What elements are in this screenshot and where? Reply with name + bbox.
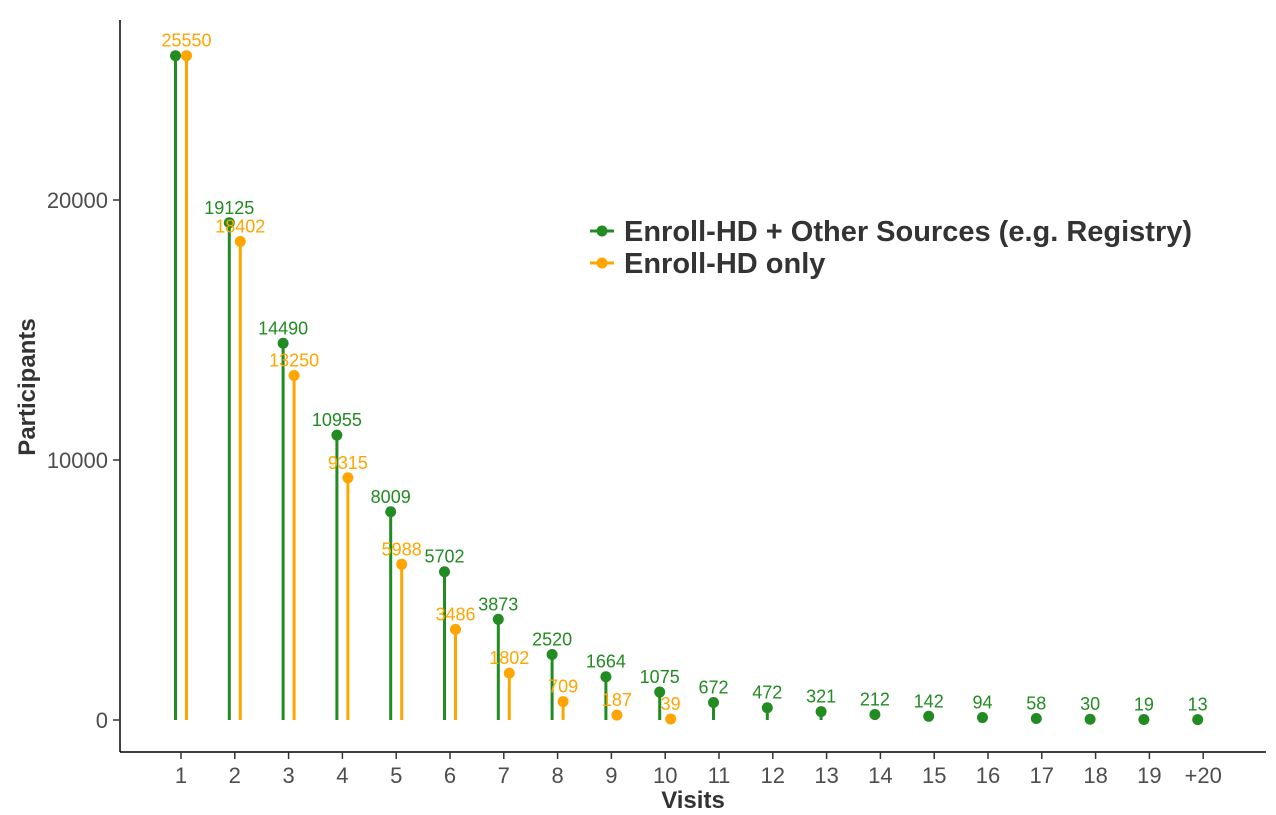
x-tick-label: 16	[976, 763, 1000, 788]
data-label: 5702	[424, 547, 464, 567]
x-tick-label: 19	[1137, 763, 1161, 788]
data-label: 8009	[371, 487, 411, 507]
data-label: 1075	[640, 667, 680, 687]
lollipop-point	[1084, 713, 1096, 725]
lollipop-point	[1030, 712, 1042, 724]
series-1: 19125 14490 10955 8009 5702 3873 2520 1664 1075 6…	[170, 50, 1208, 726]
data-label: 94	[972, 693, 992, 713]
lollipop-point	[654, 686, 666, 698]
data-label: 19	[1134, 695, 1154, 715]
lollipop-point	[869, 708, 881, 720]
x-tick-label: 1	[175, 763, 187, 788]
data-label: 321	[806, 687, 836, 707]
data-label: 212	[860, 689, 890, 709]
y-tick-label: 10000	[47, 448, 108, 473]
x-ticks: 1 2 3 4 5 6 7 8 9 10 11 12 13 14 15 16 17 18 19 +20	[175, 752, 1222, 788]
lollipop-point	[665, 713, 677, 725]
lollipop-point	[557, 696, 569, 708]
data-label: 10955	[312, 410, 362, 430]
lollipop-point	[1192, 714, 1204, 726]
x-tick-label: 10	[653, 763, 677, 788]
x-tick-label: 18	[1083, 763, 1107, 788]
data-label: 25550	[161, 31, 211, 51]
x-tick-label: 17	[1030, 763, 1054, 788]
data-label: 1664	[586, 652, 626, 672]
x-tick-label: +20	[1185, 763, 1222, 788]
lollipop-point	[503, 667, 515, 679]
lollipop-point	[492, 613, 504, 625]
data-label: 672	[698, 678, 728, 698]
y-axis-title: Participants	[14, 318, 41, 455]
lollipop-point	[923, 710, 935, 722]
lollipop-point	[611, 709, 623, 721]
y-ticks: 0 10000 20000	[47, 188, 120, 733]
legend-key-point	[596, 257, 608, 269]
x-tick-label: 7	[498, 763, 510, 788]
plot-marks: 19125 14490 10955 8009 5702 3873 2520 1664 1075 6…	[161, 31, 1208, 726]
data-label: 13	[1188, 695, 1208, 715]
data-label: 30	[1080, 694, 1100, 714]
lollipop-point	[761, 702, 773, 714]
data-label: 3486	[435, 604, 475, 624]
data-label: 1802	[489, 648, 529, 668]
lollipop-point	[546, 648, 558, 660]
x-tick-label: 12	[761, 763, 785, 788]
x-tick-label: 9	[605, 763, 617, 788]
lollipop-point	[708, 697, 719, 709]
x-tick-label: 2	[229, 763, 241, 788]
data-label: 472	[752, 683, 782, 703]
x-tick-label: 4	[336, 763, 348, 788]
data-label: 58	[1026, 693, 1046, 713]
data-label: 5988	[382, 539, 422, 559]
lollipop-point	[396, 558, 408, 570]
data-label: 13250	[269, 351, 319, 371]
series-2: 25550 18402 13250 9315 5988 3486 1802 709 187 39	[161, 31, 681, 725]
x-tick-label: 6	[444, 763, 456, 788]
lollipop-point	[170, 50, 181, 62]
legend-key-point	[596, 225, 608, 237]
y-tick-label: 0	[96, 708, 108, 733]
lollipop-point	[234, 236, 246, 248]
data-label: 142	[914, 691, 944, 711]
data-label: 2520	[532, 629, 572, 649]
legend-label: Enroll-HD only	[624, 248, 825, 280]
data-label: 3873	[478, 594, 518, 614]
x-tick-label: 8	[551, 763, 563, 788]
x-tick-label: 5	[390, 763, 402, 788]
data-label: 18402	[215, 217, 265, 237]
lollipop-point	[181, 50, 192, 62]
data-label: 187	[602, 690, 632, 710]
lollipop-point	[1138, 714, 1150, 726]
legend: Enroll-HD + Other Sources (e.g. Registry…	[590, 216, 1192, 280]
lollipop-point	[977, 712, 988, 724]
lollipop-point	[385, 506, 397, 518]
x-axis-title: Visits	[661, 787, 725, 814]
x-tick-label: 11	[708, 763, 731, 788]
data-label: 709	[548, 677, 578, 697]
lollipop-point	[331, 429, 343, 441]
legend-label: Enroll-HD + Other Sources (e.g. Registry…	[624, 216, 1192, 248]
lollipop-point	[223, 217, 235, 229]
lollipop-point	[439, 566, 450, 578]
data-label: 39	[661, 694, 681, 714]
data-label: 9315	[328, 453, 368, 473]
x-tick-label: 14	[868, 763, 892, 788]
x-tick-label: 3	[282, 763, 294, 788]
axes	[119, 20, 1266, 753]
data-label: 19125	[204, 198, 254, 218]
lollipop-point	[450, 623, 461, 635]
lollipop-point	[600, 671, 612, 683]
lollipop-point	[277, 337, 289, 349]
lollipop-point	[815, 706, 827, 718]
lollipop-point	[342, 472, 354, 484]
data-label: 14490	[258, 318, 308, 338]
lollipop-point	[288, 370, 300, 381]
x-tick-label: 15	[922, 763, 946, 788]
y-tick-label: 20000	[47, 188, 108, 213]
x-tick-label: 13	[814, 763, 838, 788]
